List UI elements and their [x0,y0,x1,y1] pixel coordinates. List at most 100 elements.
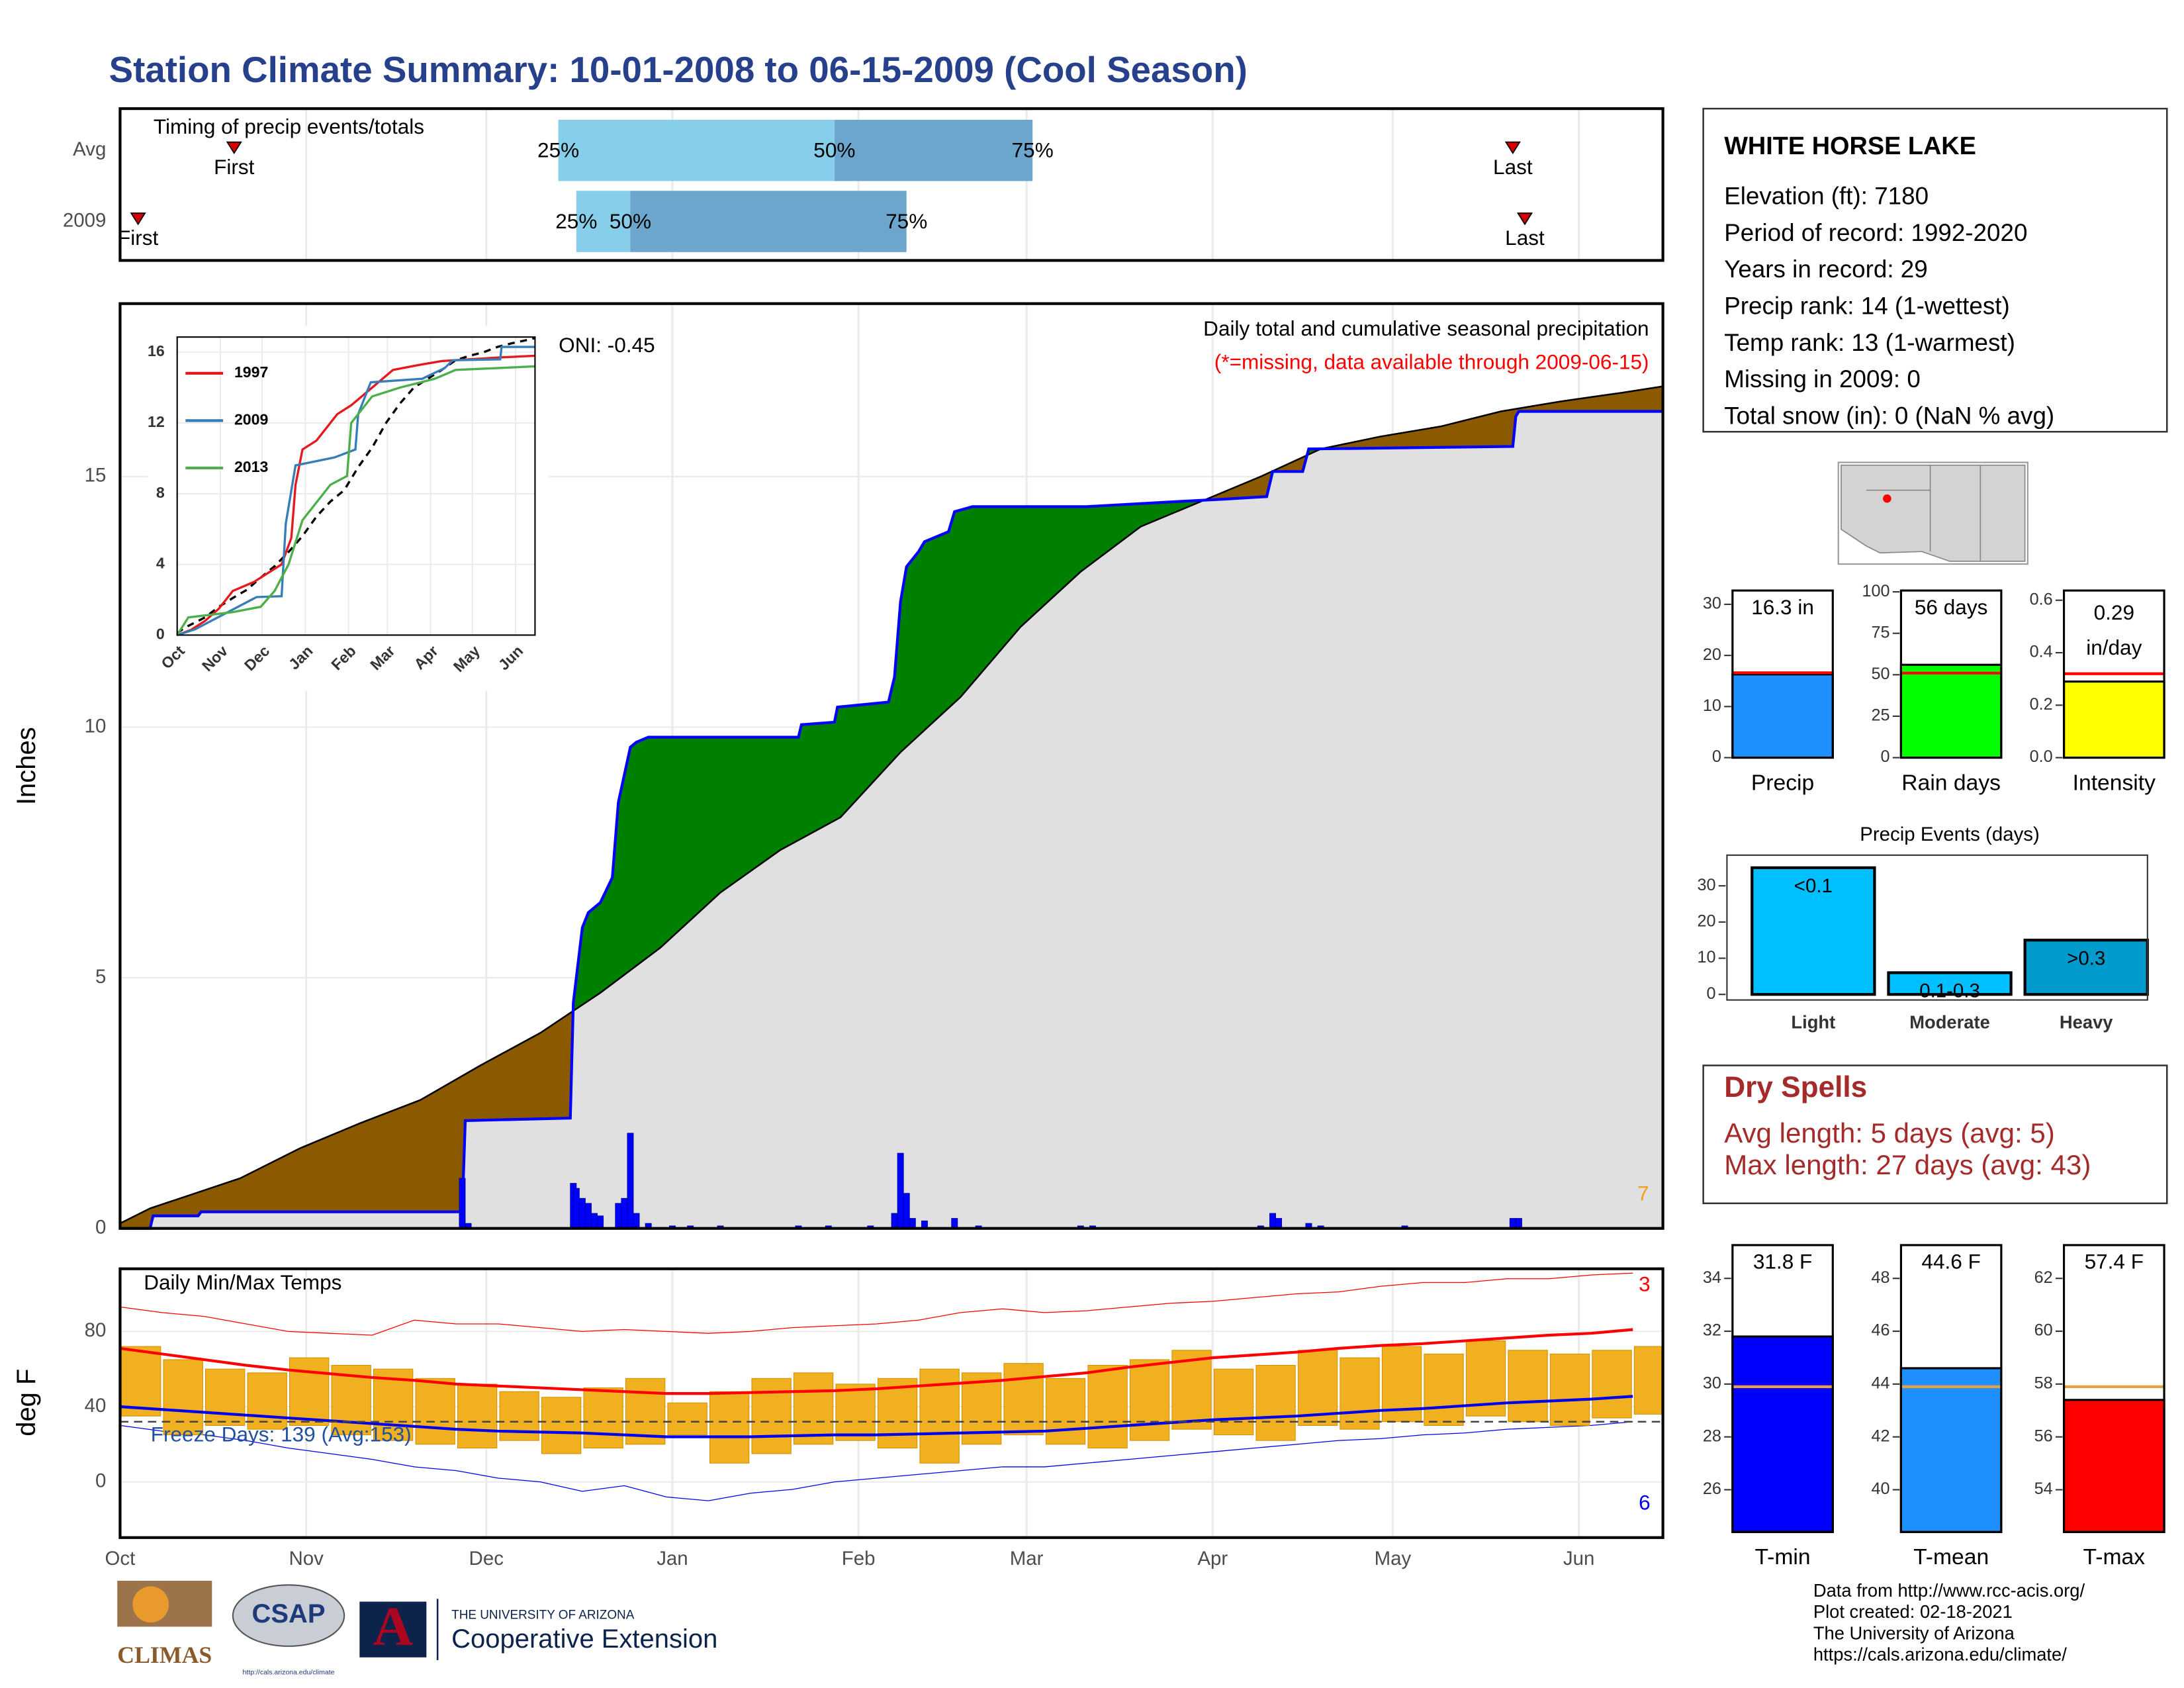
freeze-annotation: Freeze Days: 139 (Avg:153) [151,1423,412,1446]
y-tick-label: 42 [1871,1427,1889,1445]
y-tick-label: 75 [1871,623,1889,641]
y-tick-label: 10 [1697,948,1715,966]
climas-sun [132,1586,169,1623]
temp-range-bar [1549,1353,1590,1426]
inset-panel [177,337,535,635]
event-marker [226,141,242,155]
y-tick-label: 20 [1703,645,1721,664]
y-tick-label: 56 [2034,1427,2053,1445]
value-label: 16.3 in [1751,595,1814,619]
y-tick-label: 0 [1881,747,1890,766]
quantile-label: 50% [610,209,651,233]
daily-bar [591,1213,598,1229]
y-tick-label: 0.4 [2030,643,2053,661]
temp-range-bar [415,1378,455,1445]
temp-range-bar [1087,1364,1128,1449]
event-marker [130,212,146,226]
logos: CLIMAS CSAP http://cals.arizona.edu/clim… [117,1580,717,1677]
average-line [176,337,535,635]
daily-bar [584,1203,592,1229]
legend-label: 2009 [234,411,268,428]
csap-cloud [232,1584,345,1647]
bin-label: 0.1-0.3 [1919,980,1980,1002]
y-tick-label: 25 [1871,706,1889,725]
y-tick-label: 80 [85,1319,107,1341]
climas-logo: CLIMAS [117,1642,212,1668]
temp-range-bar [583,1387,623,1449]
temp-range-bar [247,1372,287,1430]
summary-frame [1899,589,2003,759]
info-line: Period of record: 1992-2020 [1724,219,2027,246]
daily-bar [627,1133,634,1229]
y-tick-label: 5 [95,966,106,988]
category-label: Intensity [2073,771,2156,795]
y-tick-label: 30 [1703,594,1721,613]
temp-range-bar [289,1357,330,1426]
x-tick-label: Heavy [2060,1012,2113,1033]
credit-line: https://cals.arizona.edu/climate/ [1813,1644,2067,1665]
y-tick-label: 34 [1703,1268,1721,1287]
y-tick-label: 0 [156,626,165,643]
corner-label: 7 [1637,1182,1649,1205]
y-tick-label: 60 [2034,1321,2053,1340]
daily-bar [633,1213,640,1229]
row-label: 2009 [63,209,107,231]
summary-bar [2062,1399,2165,1533]
y-tick-label: 48 [1871,1268,1889,1287]
summary-frame [2062,589,2165,759]
summary-frame [2062,1244,2165,1533]
ua-name: THE UNIVERSITY OF ARIZONA [451,1609,635,1622]
panel-frame [118,302,1664,1230]
series-line [177,354,535,636]
y-tick-label: 46 [1871,1321,1889,1340]
daily-bar [909,1218,916,1229]
base-fill [120,411,1663,1229]
y-tick-label: 30 [1703,1374,1721,1393]
daily-bar [891,1213,898,1229]
event-label: First [214,155,255,179]
info-box [1702,107,2168,433]
dry-spells-title: Dry Spells [1724,1071,1867,1103]
value-label: 44.6 F [1921,1250,1980,1274]
quantile-bar [576,191,631,252]
temp-range-bar [625,1378,666,1445]
legend-label: 2013 [234,458,269,475]
event-marker [1504,141,1521,155]
station-name: WHITE HORSE LAKE [1724,132,1976,160]
quantile-label: 75% [1012,138,1054,162]
y-tick-label: 0 [1712,747,1721,766]
daily-bar [1275,1218,1283,1229]
y-tick-label: 58 [2034,1374,2053,1393]
info-line: Missing in 2009: 0 [1724,365,1921,393]
ua-extension: Cooperative Extension [451,1624,717,1654]
temp-range-bar [667,1402,707,1436]
temp-range-bar [709,1391,750,1464]
temp-range-bar [1592,1350,1632,1419]
panel-subtitle: (*=missing, data available through 2009-… [1214,350,1649,373]
y-tick-label: 0 [95,1470,106,1491]
daily-bar [1509,1218,1516,1229]
bar [2023,939,2149,996]
unit-label: in/day [2086,635,2142,659]
csap-url: http://cals.arizona.edu/climate [243,1669,335,1677]
quantile-bar [558,119,835,181]
y-tick-label: 44 [1871,1374,1889,1393]
y-tick-label: 16 [148,342,165,359]
y-tick-label: 40 [85,1395,107,1417]
x-tick-label: Nov [289,1548,324,1570]
category-label: T-min [1754,1545,1810,1570]
temp-range-bar [1508,1350,1548,1423]
summary-frame [1731,589,1834,759]
daily-bar [578,1197,586,1229]
y-axis-label: Inches [12,727,41,805]
daily-bar [597,1215,604,1229]
x-tick-label: Moderate [1909,1012,1990,1033]
daily-bar [1515,1218,1522,1229]
map-land [1841,464,2026,562]
normal-max-line [120,1328,1633,1395]
x-tick-label: Apr [1197,1548,1228,1570]
temp-range-bar [1340,1357,1380,1430]
season-line [120,410,1663,1230]
event-label: Last [1493,155,1533,179]
